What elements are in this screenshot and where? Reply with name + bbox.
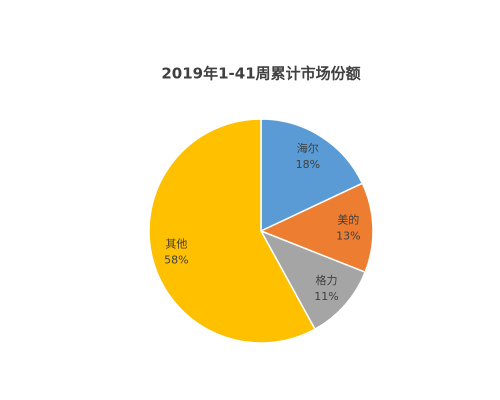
- pie-slice: [259, 229, 367, 331]
- value-label: 11%: [314, 290, 338, 303]
- pie-slice: [148, 118, 316, 344]
- slice-label: 海尔: [297, 141, 319, 155]
- slice-label: 美的: [337, 212, 359, 226]
- slice-label: 其他: [165, 238, 187, 251]
- slice-label: 格力: [316, 273, 338, 287]
- value-label: 18%: [296, 158, 320, 171]
- value-label: 58%: [164, 254, 188, 267]
- pie-slice: [259, 182, 374, 274]
- chart-title: 2019年1-41周累计市场份额: [161, 65, 360, 83]
- pie-slice: [260, 118, 364, 233]
- value-label: 13%: [336, 229, 360, 242]
